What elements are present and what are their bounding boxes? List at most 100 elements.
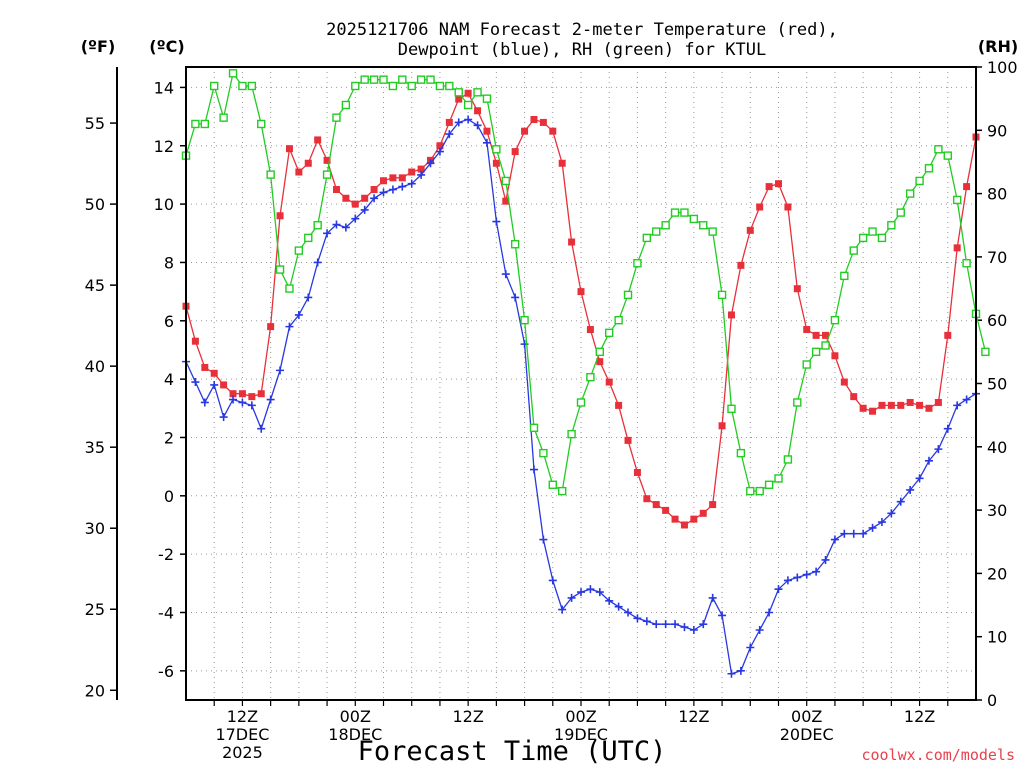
x-axis-title: Forecast Time (UTC)	[358, 736, 667, 767]
data-point-plus	[238, 398, 247, 407]
data-point-open-square	[830, 316, 840, 325]
data-point-open-square	[191, 119, 200, 129]
data-point-plus	[595, 588, 604, 597]
x-tick-label: 18DEC	[328, 725, 382, 744]
data-point-plus	[304, 293, 313, 302]
data-point-plus	[294, 310, 303, 319]
celsius-tick-label: -4	[158, 603, 174, 622]
celsius-tick-label: 0	[164, 487, 174, 506]
data-point-plus	[812, 567, 821, 576]
fahrenheit-tick-label: 35	[85, 438, 105, 457]
data-point-open-square	[605, 328, 614, 338]
fahrenheit-tick-label: 25	[85, 600, 105, 619]
data-point-square	[276, 212, 284, 220]
data-point-plus	[435, 147, 444, 156]
data-point-plus	[529, 465, 538, 474]
data-point-square	[511, 148, 519, 156]
data-point-open-square	[294, 246, 304, 255]
data-point-plus	[511, 293, 520, 302]
data-point-square	[953, 244, 961, 252]
chart-title-line-2: Dewpoint (blue), RH (green) for KTUL	[398, 40, 766, 60]
rh-tick-label: 50	[987, 375, 1007, 394]
celsius-tick-label: 2	[164, 428, 174, 447]
data-point-plus	[849, 529, 858, 538]
data-point-square	[812, 331, 820, 339]
data-point-plus	[614, 602, 623, 611]
rh-tick-label: 40	[987, 438, 1007, 457]
data-point-square	[323, 156, 331, 164]
data-point-open-square	[699, 221, 708, 230]
data-point-open-square	[369, 75, 379, 84]
data-point-open-square	[661, 221, 670, 230]
data-point-open-square	[351, 81, 360, 91]
series-dewpoint	[182, 115, 980, 678]
data-point-open-square	[689, 214, 699, 224]
data-point-plus	[661, 620, 670, 629]
data-point-plus	[539, 535, 548, 544]
data-point-plus	[962, 395, 971, 404]
data-point-plus	[859, 529, 868, 538]
data-point-open-square	[501, 176, 510, 186]
data-point-open-square	[868, 227, 877, 236]
data-point-square	[699, 509, 707, 517]
data-point-plus	[388, 185, 397, 194]
data-point-plus	[652, 620, 661, 629]
data-point-square	[840, 378, 848, 386]
data-point-square	[803, 326, 811, 334]
data-point-square	[474, 107, 482, 115]
data-point-square	[398, 174, 406, 182]
data-point-square	[380, 177, 387, 185]
data-point-square	[869, 407, 877, 415]
data-point-open-square	[905, 189, 915, 198]
data-point-open-square	[764, 480, 774, 489]
data-point-square	[850, 393, 858, 401]
celsius-tick-label: 6	[164, 312, 174, 331]
data-point-open-square	[219, 113, 228, 122]
x-tick-label: 00Z	[791, 707, 822, 726]
fahrenheit-unit-label: (ºF)	[81, 37, 116, 56]
fahrenheit-tick-label: 30	[85, 519, 105, 538]
x-tick-label: 12Z	[227, 707, 258, 726]
data-point-square	[210, 369, 218, 377]
data-point-square	[944, 331, 952, 339]
data-point-square	[238, 390, 246, 398]
data-point-square	[229, 390, 237, 398]
data-point-open-square	[708, 227, 717, 236]
data-point-open-square	[407, 81, 416, 91]
x-tick-label: 12Z	[904, 707, 935, 726]
rh-tick-label: 10	[987, 628, 1007, 647]
data-point-open-square	[680, 208, 689, 217]
data-point-square	[502, 197, 510, 205]
data-point-plus	[830, 535, 839, 544]
celsius-tick-label: 14	[154, 78, 174, 97]
data-point-open-square	[313, 221, 322, 230]
data-point-plus	[257, 424, 266, 433]
data-point-open-square	[304, 233, 313, 243]
data-point-plus	[407, 179, 416, 188]
data-point-open-square	[981, 347, 990, 357]
data-point-square	[652, 501, 660, 509]
data-point-square	[295, 168, 303, 176]
data-point-square	[718, 422, 726, 430]
data-point-open-square	[821, 341, 830, 350]
data-point-open-square	[642, 233, 652, 243]
data-point-square	[906, 398, 914, 406]
data-point-plus	[746, 643, 755, 652]
data-point-open-square	[257, 119, 266, 129]
fahrenheit-tick-label: 45	[85, 276, 105, 295]
celsius-tick-label: 10	[154, 195, 174, 214]
data-point-open-square	[952, 195, 962, 205]
data-point-plus	[332, 220, 341, 229]
data-point-plus	[642, 617, 651, 626]
data-point-plus	[774, 585, 783, 594]
data-point-square	[201, 363, 209, 371]
series-layer	[181, 69, 990, 678]
data-point-plus	[586, 585, 595, 594]
data-point-open-square	[783, 455, 793, 464]
x-tick-label: 20DEC	[780, 725, 834, 744]
data-point-plus	[482, 138, 491, 147]
data-point-open-square	[275, 265, 285, 274]
data-point-square	[775, 180, 782, 188]
data-point-square	[586, 326, 594, 334]
data-point-square	[248, 393, 256, 401]
